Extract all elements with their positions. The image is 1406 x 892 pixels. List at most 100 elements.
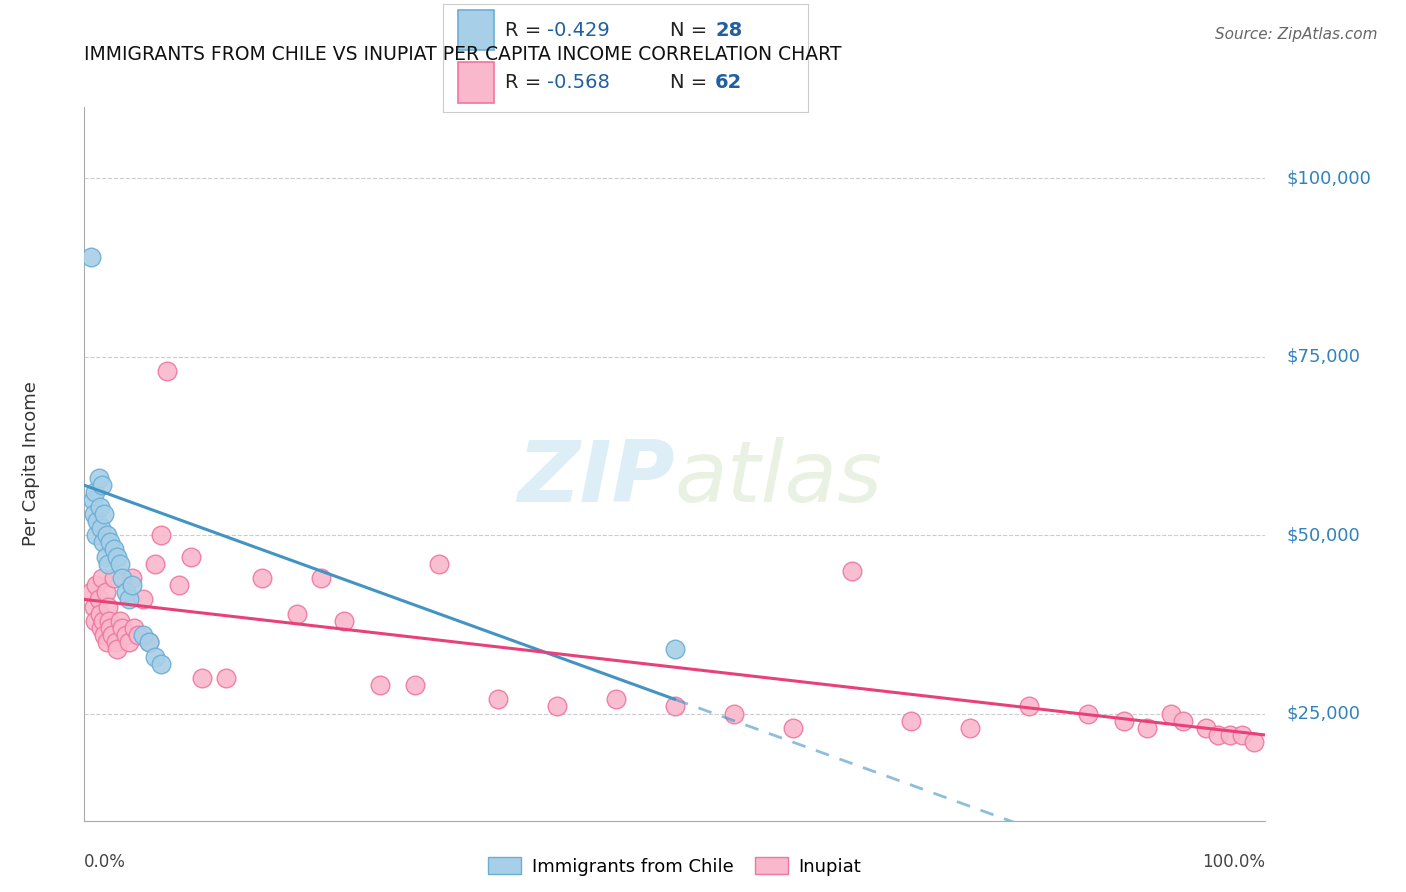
Point [80,250,103,264]
Point [191,671,214,685]
Point [91,535,114,549]
Point [121,571,143,585]
Text: 62: 62 [716,73,742,92]
Point [285,607,308,621]
Point [723,706,745,721]
Point [97,599,120,614]
Point [143,557,166,571]
Point [167,578,190,592]
Point [91,571,114,585]
Point [98,621,121,635]
Text: Per Capita Income: Per Capita Income [22,382,41,546]
Point [841,564,863,578]
Point [91,614,114,628]
Text: -0.429: -0.429 [547,21,610,39]
Point [84,528,107,542]
Text: -0.568: -0.568 [547,73,610,92]
Point [108,557,131,571]
Legend: Immigrants from Chile, Inupiat: Immigrants from Chile, Inupiat [481,850,869,883]
Text: R =: R = [505,21,547,39]
Text: Source: ZipAtlas.com: Source: ZipAtlas.com [1215,27,1378,42]
Point [156,364,179,378]
Point [605,692,627,706]
Point [111,571,134,585]
Point [105,635,128,649]
Point [546,699,568,714]
Point [94,549,117,564]
Point [83,599,105,614]
Point [1230,728,1253,742]
Text: 0.0%: 0.0% [84,853,127,871]
Point [114,585,136,599]
Point [108,614,131,628]
Point [121,578,143,592]
Point [103,571,125,585]
Point [1077,706,1099,721]
Point [93,628,115,642]
Point [127,628,149,642]
Point [96,635,118,649]
Point [118,592,141,607]
Text: atlas: atlas [675,436,883,520]
Point [138,635,160,649]
Point [1206,728,1229,742]
Point [107,642,129,657]
Point [94,585,117,599]
Point [333,614,356,628]
Point [1171,714,1194,728]
Point [83,507,105,521]
FancyBboxPatch shape [457,10,494,51]
Point [84,485,107,500]
Point [93,507,115,521]
Point [82,492,104,507]
Point [107,549,129,564]
Point [180,549,202,564]
Point [138,635,160,649]
Text: $100,000: $100,000 [1286,169,1371,187]
Point [98,535,121,549]
Point [103,542,125,557]
Point [309,571,332,585]
Point [1112,714,1135,728]
Point [89,607,111,621]
Point [1219,728,1241,742]
Point [664,699,686,714]
Point [84,578,107,592]
Point [100,628,122,642]
Text: ZIP: ZIP [517,436,675,520]
Point [87,471,110,485]
Point [118,635,141,649]
Point [143,649,166,664]
Point [215,671,238,685]
Point [111,621,134,635]
Point [132,592,155,607]
Point [84,614,107,628]
Point [1018,699,1040,714]
Text: $75,000: $75,000 [1286,348,1361,366]
Point [90,621,112,635]
Point [89,500,111,514]
Point [404,678,426,692]
Point [959,721,981,735]
Text: IMMIGRANTS FROM CHILE VS INUPIAT PER CAPITA INCOME CORRELATION CHART: IMMIGRANTS FROM CHILE VS INUPIAT PER CAP… [84,45,842,63]
Point [250,571,273,585]
Point [97,557,120,571]
Point [132,628,155,642]
Point [96,528,118,542]
FancyBboxPatch shape [457,62,494,103]
Text: $25,000: $25,000 [1286,705,1361,723]
Point [86,514,108,528]
Point [368,678,391,692]
Point [90,521,112,535]
Point [114,628,136,642]
Text: 28: 28 [716,21,742,39]
Text: R =: R = [505,73,547,92]
Point [122,621,145,635]
Point [80,585,103,599]
Point [1243,735,1265,749]
Point [1160,706,1182,721]
Text: N =: N = [669,73,713,92]
Point [150,528,173,542]
Point [900,714,922,728]
Point [782,721,804,735]
